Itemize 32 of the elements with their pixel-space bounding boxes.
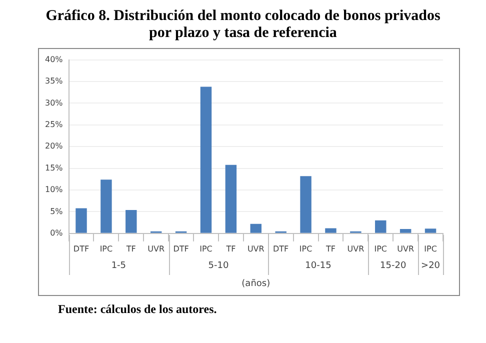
text: 10-15	[305, 260, 332, 271]
y-tick-label: 5%	[50, 206, 64, 216]
x-tick-label: DTF	[73, 244, 90, 254]
y-tick-label: 40%	[45, 54, 64, 64]
x-tick-label: UVR	[148, 244, 165, 254]
text: 5-10	[208, 260, 229, 271]
y-tick-label: 10%	[45, 185, 64, 194]
x-tick-label: IPC	[374, 244, 388, 254]
x-axis-title: (años)	[242, 278, 270, 289]
y-tick-label: 35%	[45, 76, 64, 86]
y-tick-label: 15%	[45, 163, 64, 172]
text: >20	[421, 260, 440, 271]
x-tick-label: IPC	[100, 244, 113, 254]
y-tick-label: 0%	[50, 228, 64, 238]
x-tick-label: TF	[324, 244, 336, 254]
source-note: Fuente: cálculos de los autores.	[58, 302, 218, 317]
x-tick-label: IPC	[200, 244, 213, 254]
text: 1-5	[111, 260, 126, 271]
x-tick-label: UVR	[347, 244, 365, 254]
x-tick-label: DTF	[273, 244, 290, 254]
y-tick-label: 20%	[45, 142, 64, 151]
x-tick-label: UVR	[397, 244, 414, 254]
text: 15-20	[380, 260, 406, 271]
x-tick-label: IPC	[299, 244, 313, 254]
y-tick-label: 25%	[45, 120, 64, 129]
x-tick-label: TF	[225, 244, 236, 254]
chart-title: Gráfico 8. Distribución del monto colocado de bonos privados por plazo y tasa de referencia	[44, 8, 442, 42]
x-tick-label: UVR	[247, 244, 265, 254]
y-tick-label: 30%	[45, 98, 64, 108]
x-tick-label: IPC	[424, 244, 438, 254]
x-tick-label: DTF	[173, 244, 190, 254]
x-tick-label: TF	[125, 244, 136, 254]
